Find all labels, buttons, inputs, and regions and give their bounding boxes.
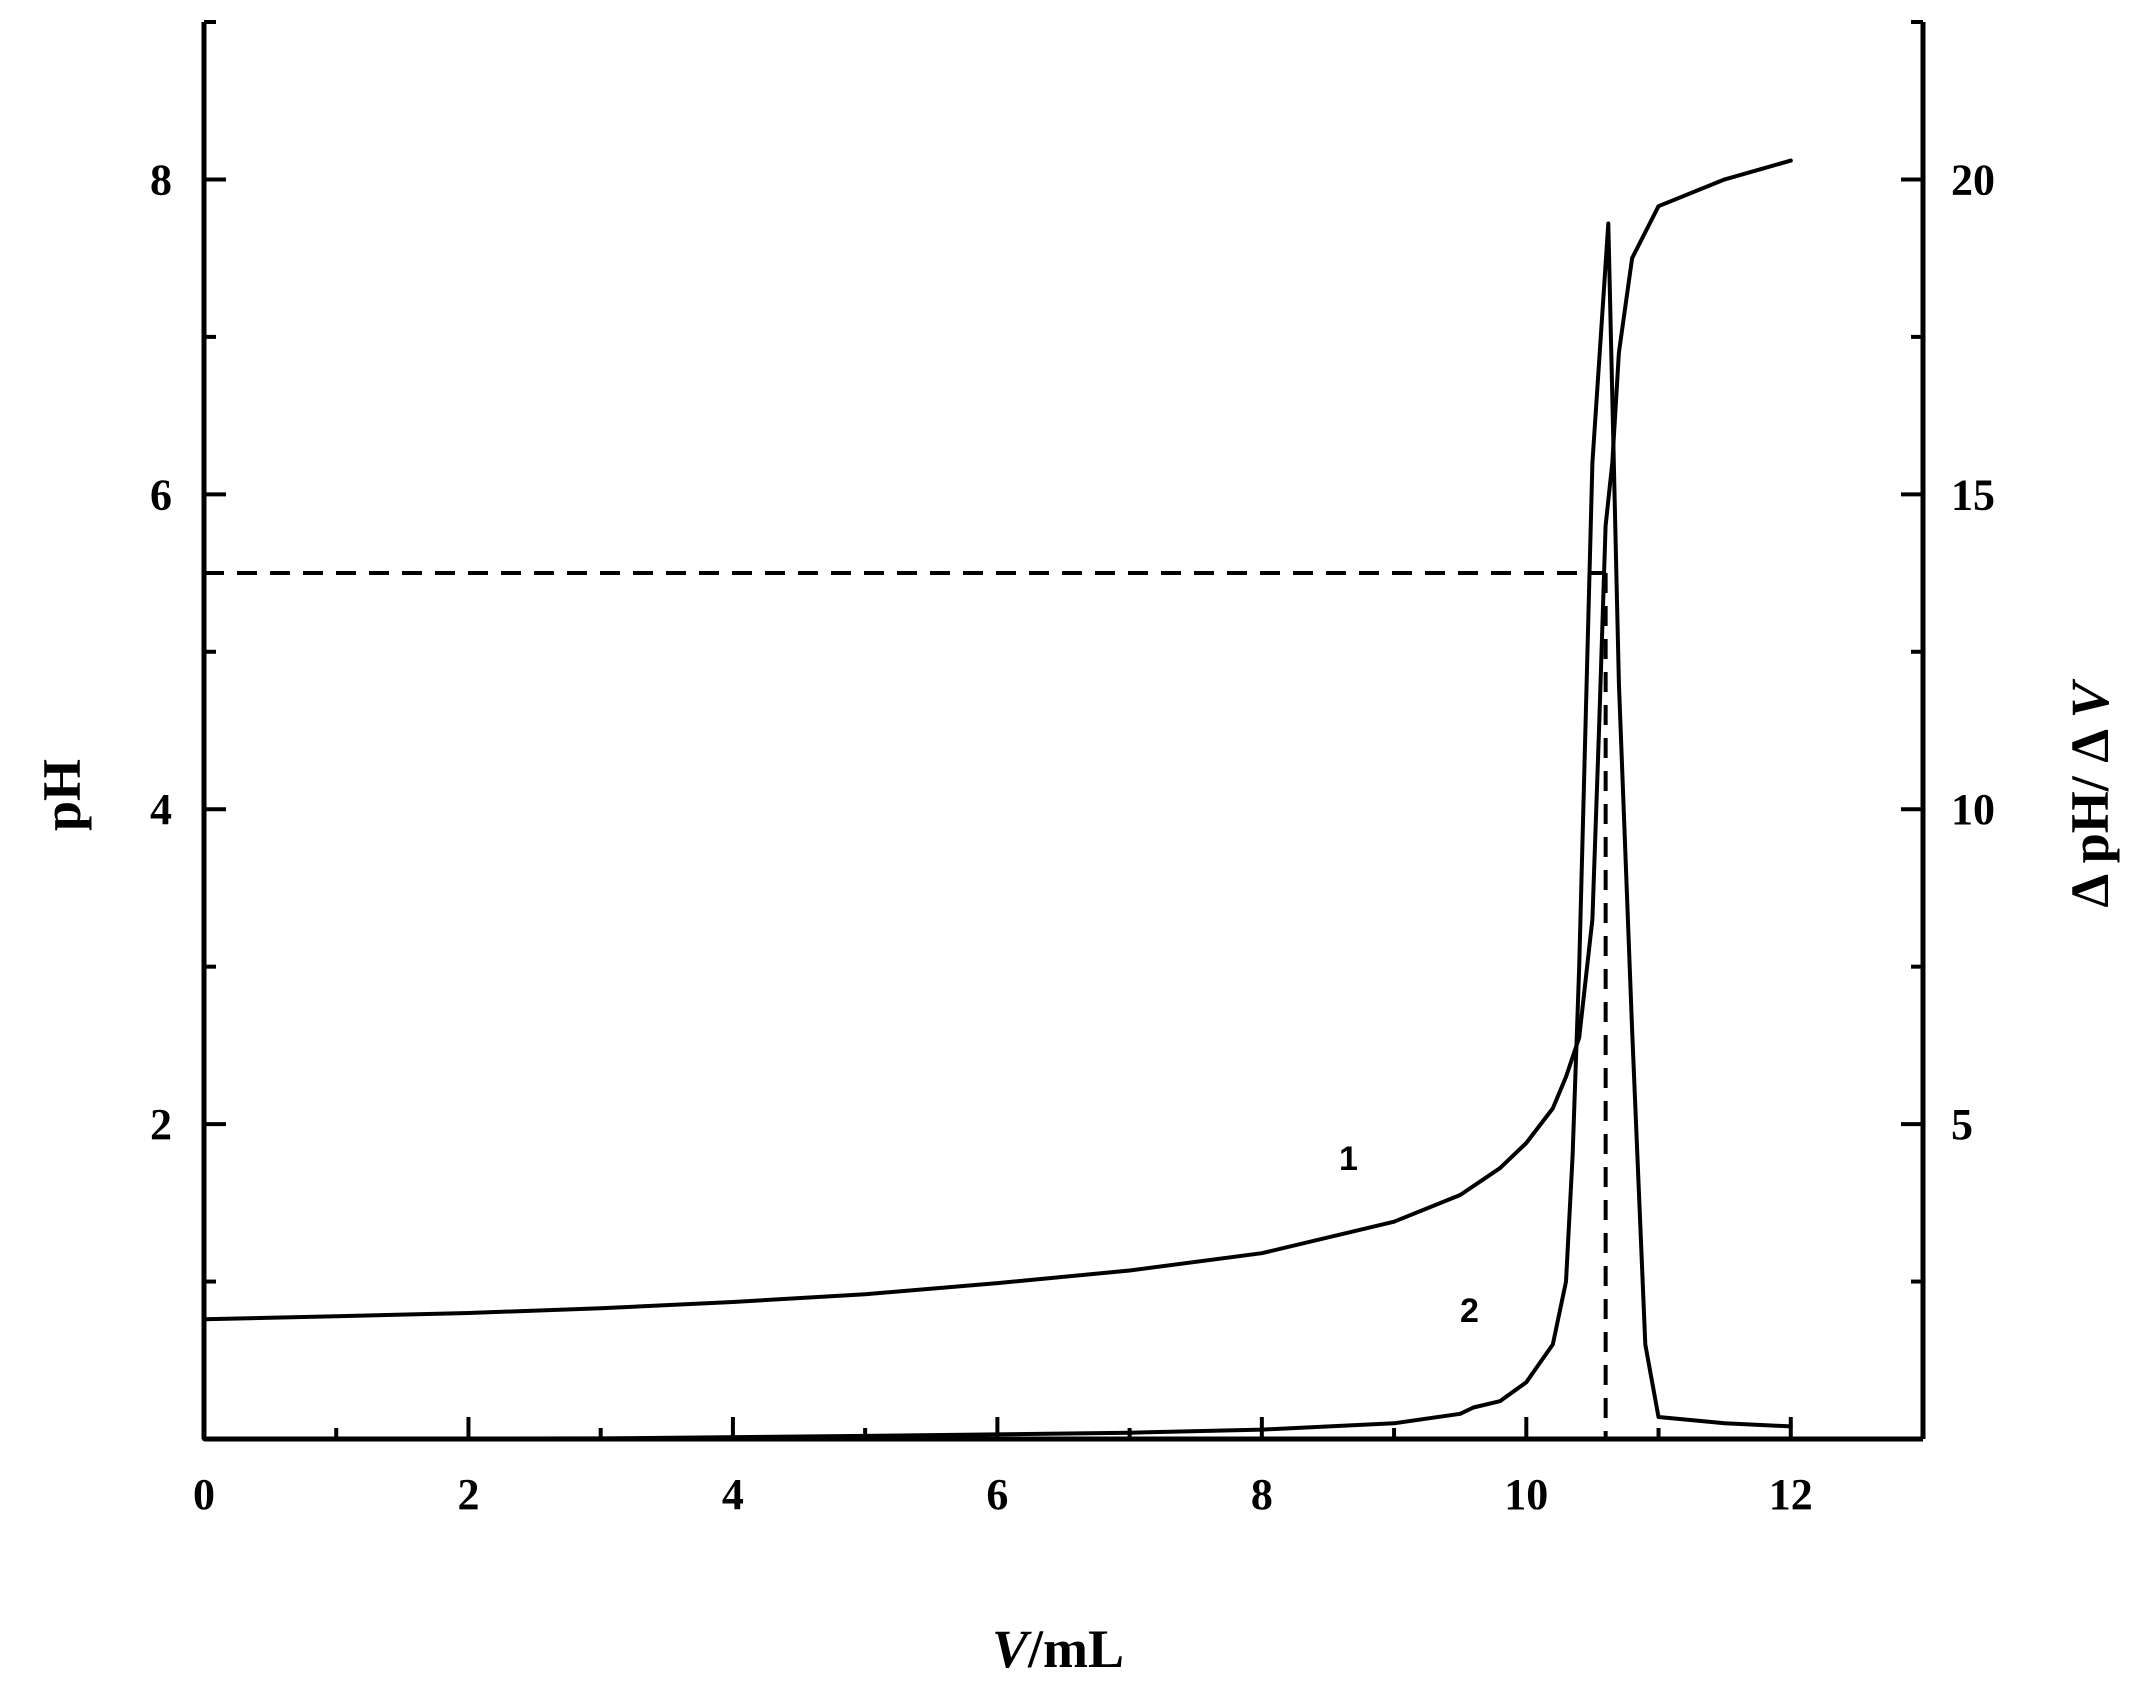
x-axis-title: V/mL (992, 1619, 1124, 1679)
right-y-tick-label: 10 (1951, 785, 1995, 834)
x-axis-title-variable: V (992, 1619, 1032, 1679)
right-y-axis-title-prefix: Δ pH/ Δ (2060, 718, 2120, 907)
x-tick-label: 0 (193, 1470, 215, 1519)
x-tick-label: 4 (722, 1470, 744, 1519)
x-tick-label: 8 (1251, 1470, 1273, 1519)
equivalence-guides (204, 571, 1608, 1439)
x-tick-label: 12 (1769, 1470, 1813, 1519)
right-y-axis-title: Δ pH/ Δ V (2060, 678, 2120, 907)
x-axis-title-unit: /mL (1027, 1619, 1124, 1679)
left-y-axis-ticks: 2 4 6 8 (150, 20, 226, 1284)
left-y-tick-label: 8 (150, 155, 172, 204)
x-tick-label: 6 (986, 1470, 1008, 1519)
right-y-axis-title-variable: V (2060, 678, 2120, 718)
right-y-tick-label: 20 (1951, 155, 1995, 204)
right-y-axis-ticks: 5 10 15 20 (1901, 20, 1995, 1284)
x-tick-label: 2 (457, 1470, 479, 1519)
left-y-tick-label: 4 (150, 785, 172, 834)
left-y-axis-title: pH (32, 759, 92, 831)
left-y-tick-label: 6 (150, 470, 172, 519)
left-y-tick-label: 2 (150, 1100, 172, 1149)
right-y-tick-label: 5 (1951, 1100, 1973, 1149)
x-tick-label: 10 (1504, 1470, 1548, 1519)
series-layer (202, 158, 1793, 1441)
series-label-1: 1 (1339, 1140, 1358, 1178)
series-1-line (202, 158, 1793, 1322)
right-y-tick-label: 15 (1951, 470, 1995, 519)
series-label-2: 2 (1460, 1292, 1479, 1330)
plot-frame (201, 22, 1926, 1442)
series-2-line (202, 221, 1793, 1441)
